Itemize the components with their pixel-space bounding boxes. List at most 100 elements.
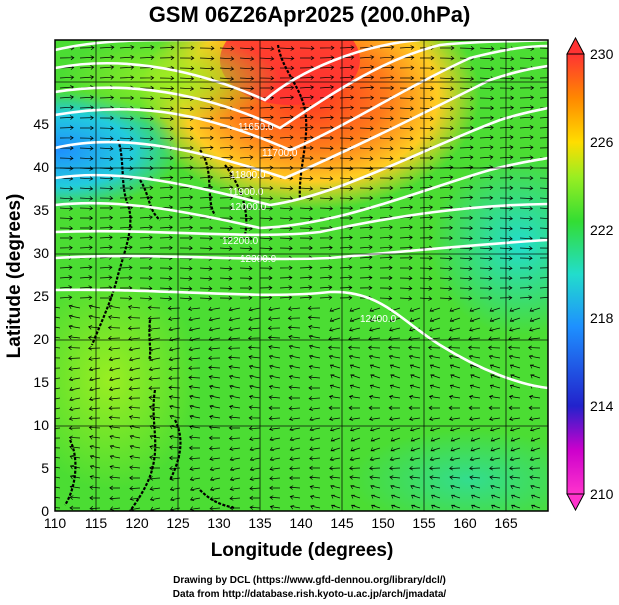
streamline-arrow [530,484,541,490]
streamline-arrow [368,395,381,400]
streamline-arrow [127,305,141,310]
streamline-arrow [299,55,315,61]
y-tick-label: 0 [41,503,49,519]
streamline-arrow [539,137,548,139]
streamline-arrow [479,226,493,231]
streamline-arrow [539,127,548,129]
streamline-arrow [399,96,415,101]
streamline-arrow [249,446,261,452]
streamline-arrow [529,317,541,322]
streamline-arrow [59,105,74,110]
streamline-arrow [539,217,548,219]
streamline-arrow [209,384,221,390]
streamline-arrow [359,225,373,230]
streamline-arrow [359,215,374,221]
streamline-arrow [399,175,414,181]
colorbar-top-triangle [566,36,585,55]
streamline-arrow [148,366,161,372]
streamline-arrow [379,65,395,70]
streamline-arrow [409,416,421,421]
streamline-arrow [310,505,321,510]
streamline-arrow [409,307,421,312]
streamline-arrow [419,116,434,121]
streamline-arrow [439,175,454,180]
streamline-arrow [459,96,475,101]
streamline-arrow [489,456,501,462]
streamline-arrow [468,345,481,351]
streamline-arrow [289,475,301,481]
streamline-arrow [55,336,61,339]
streamline-arrow [88,415,101,421]
streamline-arrow [479,115,494,121]
streamline-arrow [308,334,321,340]
streamline-arrow [269,446,281,452]
streamline-arrow [349,327,361,332]
x-tick-label: 145 [330,515,354,531]
streamline-arrow [539,227,548,229]
y-axis: 0 5 10 15 20 25 30 35 40 45 [33,116,49,519]
streamline-arrow [408,345,421,351]
streamline-arrow [509,456,521,462]
streamline-arrow [99,125,114,131]
streamline-arrow [89,386,101,392]
streamline-arrow [209,506,221,511]
streamline-arrow [248,326,261,331]
streamline-arrow [239,155,254,160]
streamline-arrow [199,96,215,101]
streamline-arrow [209,415,221,420]
streamline-arrow [139,116,154,121]
streamline-arrow [469,384,481,389]
streamline-arrow [379,85,395,91]
streamline-arrow [289,436,301,442]
streamline-arrow [319,206,334,211]
streamline-arrow [439,195,454,200]
streamline-arrow [359,146,374,151]
streamline-arrow [319,176,334,181]
streamline-arrow [539,247,548,249]
streamline-arrow [528,405,541,411]
streamline-arrow [388,405,401,411]
streamline-arrow [308,364,321,370]
streamline-arrow [349,456,361,462]
streamline-arrow [399,235,413,240]
streamline-arrow [389,327,401,332]
streamline-arrow [228,307,241,312]
streamline-arrow [350,447,361,452]
streamline-arrow [248,345,261,350]
streamline-arrow [451,504,461,509]
streamline-arrow [259,246,273,251]
streamline-arrow [391,504,401,509]
streamline-arrow [88,396,101,402]
streamline-arrow [299,176,314,181]
streamline-arrow [510,447,521,452]
streamline-arrow [149,465,161,471]
streamline-arrow [159,175,174,181]
streamline-arrow [189,456,201,461]
streamline-arrow [539,297,548,299]
streamline-arrow [359,285,373,291]
streamline-arrow [89,485,101,490]
streamline-arrow [299,245,313,251]
streamline-arrow [279,245,293,251]
streamline-arrow [259,75,275,81]
streamline-arrow [199,106,214,111]
streamline-arrow [289,456,301,461]
streamline-arrow [309,456,321,461]
streamline-arrow [139,136,154,141]
streamline-arrow [208,327,221,332]
streamline-arrow [279,135,294,140]
streamline-arrow [139,156,154,161]
streamline-arrow [459,225,474,231]
streamline-arrow [139,45,155,50]
streamline-arrow [539,267,548,269]
geopotential-contours [55,40,548,390]
streamline-arrow [79,176,94,181]
streamline-arrow [259,155,274,160]
streamline-arrow [410,427,421,432]
streamline-arrow [79,295,93,301]
streamline-arrow [329,327,341,332]
streamline-arrow [229,405,241,410]
streamline-arrow [530,447,541,452]
streamline-arrow [179,266,193,271]
streamline-arrow [119,116,134,121]
